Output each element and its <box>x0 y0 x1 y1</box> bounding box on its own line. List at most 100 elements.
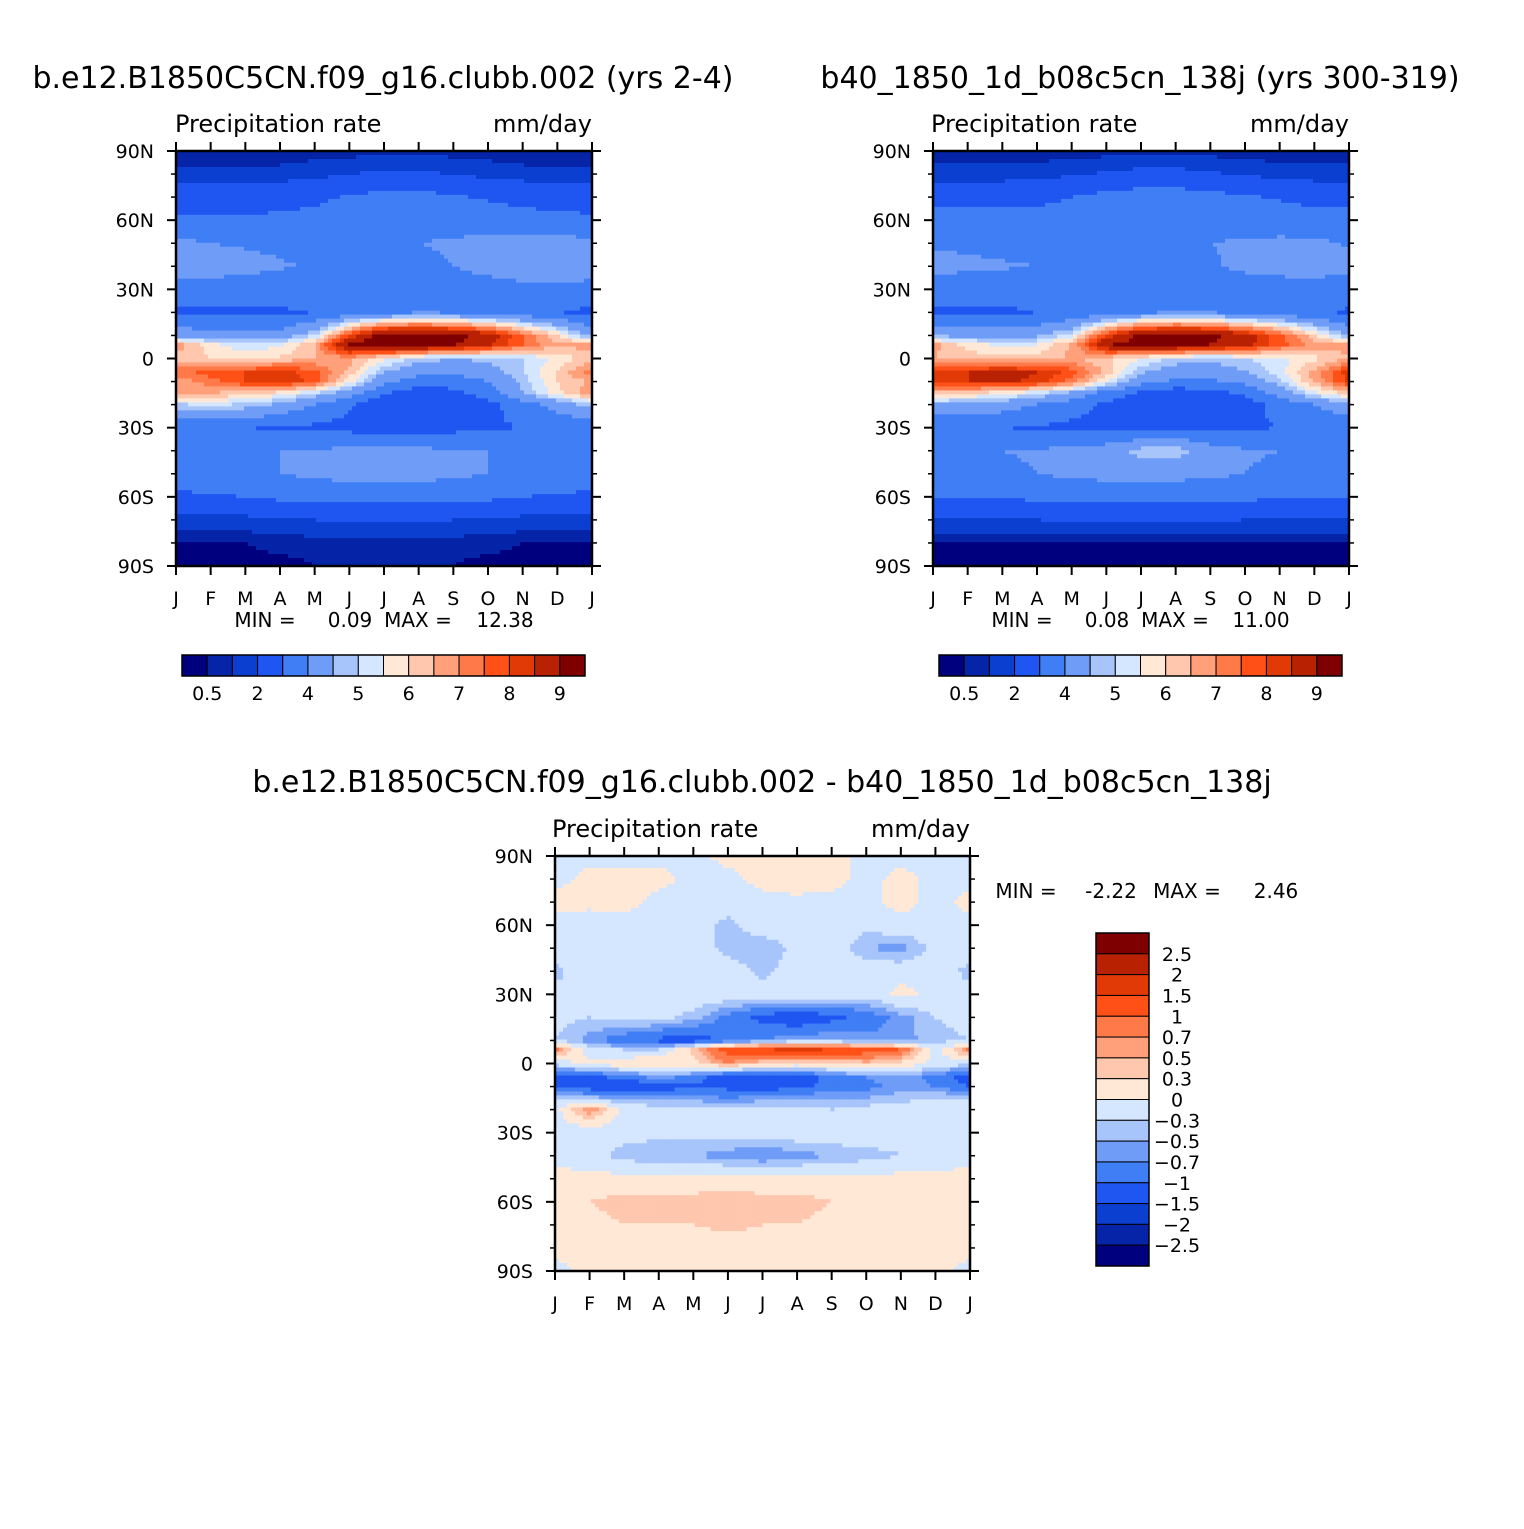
field-cell <box>296 266 301 272</box>
field-cell <box>384 170 389 176</box>
field-cell <box>340 298 345 304</box>
field-cell <box>336 278 341 284</box>
field-cell <box>284 210 289 216</box>
field-cell <box>192 222 197 228</box>
field-cell <box>236 290 241 296</box>
field-cell <box>572 214 577 220</box>
field-cell <box>420 298 425 304</box>
field-cell <box>308 258 313 264</box>
field-cell <box>360 226 365 232</box>
field-cell <box>588 166 593 172</box>
field-cell <box>456 218 461 224</box>
field-cell <box>492 294 497 300</box>
field-cell <box>384 266 389 272</box>
field-cell <box>396 154 401 160</box>
field-cell <box>420 166 425 172</box>
field-cell <box>216 326 221 332</box>
field-cell <box>432 238 437 244</box>
field-cell <box>480 226 485 232</box>
field-cell <box>380 270 385 276</box>
field-cell <box>564 270 569 276</box>
field-cell <box>560 282 565 288</box>
field-cell <box>584 306 589 312</box>
field-cell <box>292 194 297 200</box>
field-cell <box>268 302 273 308</box>
field-cell <box>208 322 213 328</box>
field-cell <box>576 318 581 324</box>
field-cell <box>416 246 421 252</box>
field-cell <box>508 310 513 316</box>
field-cell <box>424 310 429 316</box>
field-cell <box>468 318 473 324</box>
field-cell <box>520 222 525 228</box>
field-cell <box>276 214 281 220</box>
field-cell <box>576 198 581 204</box>
field-cell <box>428 198 433 204</box>
field-cell <box>416 298 421 304</box>
field-cell <box>576 182 581 188</box>
field-cell <box>456 286 461 292</box>
field-cell <box>240 210 245 216</box>
field-cell <box>528 278 533 284</box>
field-cell <box>432 246 437 252</box>
field-cell <box>372 238 377 244</box>
field-cell <box>236 338 241 344</box>
field-cell <box>472 258 477 264</box>
field-cell <box>272 222 277 228</box>
field-cell <box>560 294 565 300</box>
field-cell <box>448 318 453 324</box>
field-cell <box>412 278 417 284</box>
field-cell <box>240 258 245 264</box>
field-cell <box>544 162 549 168</box>
field-cell <box>360 258 365 264</box>
field-cell <box>260 306 265 312</box>
field-cell <box>396 290 401 296</box>
field-cell <box>288 174 293 180</box>
field-cell <box>500 218 505 224</box>
field-cell <box>340 218 345 224</box>
field-cell <box>416 170 421 176</box>
field-cell <box>468 222 473 228</box>
field-cell <box>432 258 437 264</box>
field-cell <box>420 151 425 156</box>
field-cell <box>580 306 585 312</box>
field-cell <box>372 186 377 192</box>
field-cell <box>240 174 245 180</box>
field-cell <box>240 326 245 332</box>
field-cell <box>348 174 353 180</box>
field-cell <box>312 230 317 236</box>
field-cell <box>276 326 281 332</box>
field-cell <box>436 306 441 312</box>
field-cell <box>384 210 389 216</box>
field-cell <box>424 206 429 212</box>
field-cell <box>508 174 513 180</box>
field-cell <box>496 310 501 316</box>
field-cell <box>572 298 577 304</box>
field-cell <box>404 242 409 248</box>
field-cell <box>448 270 453 276</box>
field-cell <box>472 206 477 212</box>
field-cell <box>504 254 509 260</box>
field-cell <box>348 242 353 248</box>
field-cell <box>268 214 273 220</box>
field-cell <box>560 170 565 176</box>
field-cell <box>428 306 433 312</box>
field-cell <box>460 282 465 288</box>
field-cell <box>488 154 493 160</box>
field-cell <box>180 334 185 340</box>
field-cell <box>296 310 301 316</box>
field-cell <box>520 186 525 192</box>
field-cell <box>428 266 433 272</box>
field-cell <box>528 326 533 332</box>
field-cell <box>356 198 361 204</box>
field-cell <box>540 338 545 344</box>
field-cell <box>532 326 537 332</box>
field-cell <box>256 286 261 292</box>
field-cell <box>456 202 461 208</box>
field-cell <box>520 206 525 212</box>
field-cell <box>428 286 433 292</box>
field-cell <box>520 310 525 316</box>
field-cell <box>336 310 341 316</box>
field-cell <box>408 210 413 216</box>
field-cell <box>268 330 273 336</box>
